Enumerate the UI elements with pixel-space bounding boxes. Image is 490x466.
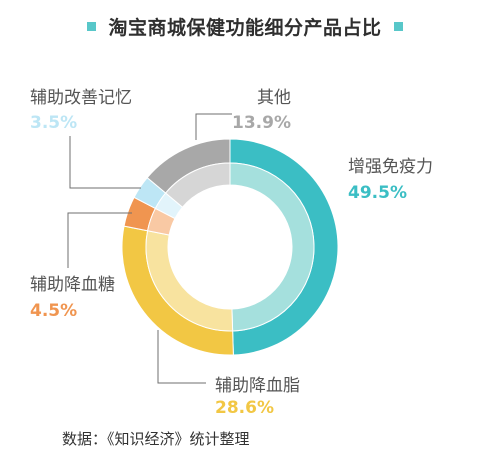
slice-label-1: 辅助降血脂	[215, 376, 300, 396]
slice-percent-1: 28.6%	[215, 398, 274, 418]
leader-line-3	[69, 136, 141, 189]
inner-ring	[145, 162, 315, 332]
leader-line-1	[157, 330, 206, 384]
leader-lines	[67, 113, 232, 384]
data-source-note: 数据：《知识经济》统计整理	[62, 430, 250, 448]
chart-title-row: 淘宝商城保健功能细分产品占比	[0, 12, 490, 40]
slice-percent-4: 13.9%	[232, 113, 291, 133]
slice-inner-0	[229, 162, 315, 332]
leader-line-2	[67, 212, 132, 268]
slice-label-0: 增强免疫力	[348, 157, 433, 177]
slice-label-3: 辅助改善记忆	[30, 88, 132, 108]
slice-percent-2: 4.5%	[30, 301, 77, 321]
slice-label-4: 其他	[257, 88, 291, 108]
chart-title: 淘宝商城保健功能细分产品占比	[108, 16, 382, 39]
slice-percent-0: 49.5%	[348, 183, 407, 203]
leader-line-4	[195, 113, 232, 140]
title-marker-right	[393, 21, 403, 31]
slice-label-2: 辅助降血糖	[30, 275, 115, 295]
slice-inner-4	[164, 162, 231, 208]
title-marker-left	[87, 21, 97, 31]
slice-percent-3: 3.5%	[30, 113, 77, 133]
